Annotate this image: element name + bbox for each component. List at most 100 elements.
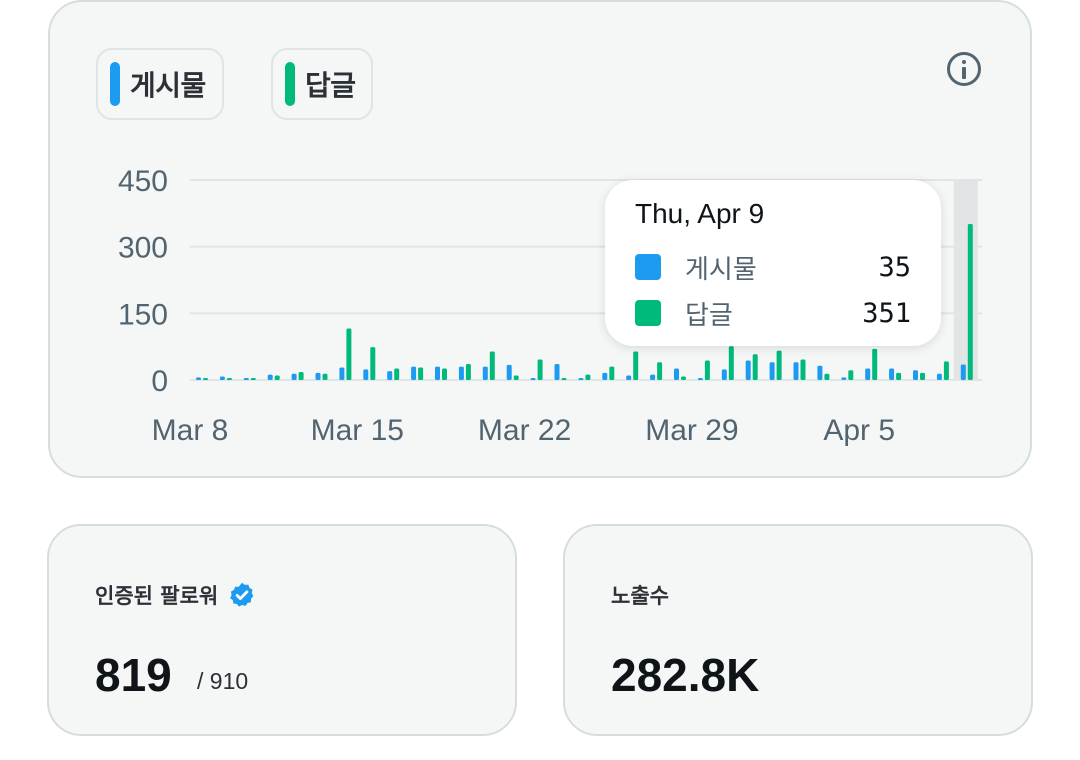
bar-replies-mar-31[interactable] bbox=[752, 354, 758, 380]
bar-replies-mar-8[interactable] bbox=[203, 378, 208, 380]
bar-replies-apr-9[interactable] bbox=[967, 224, 973, 380]
bar-replies-mar-17[interactable] bbox=[418, 367, 424, 380]
bar-replies-mar-23[interactable] bbox=[561, 378, 567, 380]
bar-posts-mar-19[interactable] bbox=[458, 366, 464, 380]
bar-posts-mar-12[interactable] bbox=[291, 373, 297, 380]
x-tick-label: Mar 8 bbox=[152, 414, 229, 447]
bar-replies-mar-21[interactable] bbox=[513, 375, 519, 380]
bar-posts-apr-4[interactable] bbox=[841, 377, 847, 380]
bar-posts-mar-31[interactable] bbox=[745, 360, 751, 380]
bar-replies-mar-25[interactable] bbox=[609, 366, 615, 380]
legend-replies-label: 답글 bbox=[305, 69, 356, 102]
bar-replies-apr-6[interactable] bbox=[896, 372, 902, 380]
bar-posts-apr-9[interactable] bbox=[960, 364, 966, 380]
bar-replies-apr-2[interactable] bbox=[800, 359, 806, 380]
bar-replies-mar-26[interactable] bbox=[633, 351, 639, 380]
bar-posts-mar-28[interactable] bbox=[674, 368, 679, 380]
bar-replies-mar-14[interactable] bbox=[346, 328, 352, 380]
bar-replies-mar-11[interactable] bbox=[274, 375, 280, 380]
bar-posts-mar-23[interactable] bbox=[554, 364, 560, 380]
bar-posts-mar-26[interactable] bbox=[626, 375, 632, 380]
bar-replies-apr-8[interactable] bbox=[943, 361, 949, 380]
tooltip-replies-value: 351 bbox=[862, 297, 911, 329]
bar-replies-mar-22[interactable] bbox=[537, 359, 543, 380]
impressions-value: 282.8K bbox=[611, 649, 760, 701]
bar-posts-mar-25[interactable] bbox=[602, 372, 608, 380]
bar-posts-mar-30[interactable] bbox=[721, 369, 727, 380]
bar-posts-mar-20[interactable] bbox=[482, 366, 488, 380]
legend-replies-toggle[interactable]: 답글 bbox=[271, 48, 373, 120]
bar-posts-mar-9[interactable] bbox=[219, 376, 225, 380]
chart-hover-highlight bbox=[953, 180, 978, 380]
bar-replies-mar-16[interactable] bbox=[394, 368, 400, 380]
legend-posts-toggle[interactable]: 게시물 bbox=[96, 48, 224, 120]
legend-replies-swatch bbox=[285, 62, 295, 106]
bar-replies-mar-29[interactable] bbox=[704, 360, 710, 380]
bar-posts-apr-5[interactable] bbox=[865, 368, 871, 380]
tooltip-posts-label: 게시물 bbox=[685, 254, 757, 285]
bar-replies-mar-9[interactable] bbox=[226, 378, 232, 380]
bar-replies-mar-28[interactable] bbox=[681, 376, 686, 380]
bar-replies-mar-30[interactable] bbox=[728, 346, 734, 380]
bar-posts-mar-22[interactable] bbox=[530, 378, 536, 380]
bar-posts-mar-10[interactable] bbox=[243, 378, 249, 380]
impressions-card[interactable]: 노출수 282.8K bbox=[563, 524, 1033, 736]
bar-posts-mar-14[interactable] bbox=[339, 367, 345, 380]
bar-posts-mar-17[interactable] bbox=[411, 366, 417, 380]
engagement-chart-card: 게시물 답글 450 300 150 0 Mar 8 Mar 15 Mar 22 Mar 2… bbox=[48, 0, 1032, 478]
chart-bars bbox=[196, 224, 973, 380]
bar-posts-apr-8[interactable] bbox=[936, 373, 942, 380]
bar-posts-mar-16[interactable] bbox=[387, 371, 393, 380]
verified-followers-value: 819 bbox=[95, 649, 172, 701]
bar-replies-mar-13[interactable] bbox=[322, 373, 328, 380]
bar-posts-mar-11[interactable] bbox=[267, 374, 273, 380]
y-tick-label: 0 bbox=[151, 365, 168, 398]
bar-replies-mar-12[interactable] bbox=[298, 372, 304, 380]
bar-replies-mar-20[interactable] bbox=[489, 351, 495, 380]
verified-followers-total: / 910 bbox=[197, 668, 249, 694]
bar-posts-apr-7[interactable] bbox=[913, 370, 918, 380]
hover-column bbox=[953, 180, 978, 380]
bar-replies-apr-1[interactable] bbox=[776, 350, 782, 380]
y-tick-label: 300 bbox=[118, 232, 168, 265]
tooltip-replies-swatch bbox=[635, 300, 661, 326]
bar-replies-mar-15[interactable] bbox=[370, 347, 376, 380]
verified-followers-label: 인증된 팔로워 bbox=[95, 584, 219, 608]
impressions-label: 노출수 bbox=[611, 584, 669, 608]
bar-posts-apr-6[interactable] bbox=[889, 368, 895, 380]
tooltip-replies-label: 답글 bbox=[685, 300, 733, 331]
bar-posts-mar-15[interactable] bbox=[363, 369, 369, 380]
x-tick-label: Mar 15 bbox=[311, 414, 404, 447]
impressions-heading: 노출수 bbox=[611, 580, 669, 610]
bar-replies-mar-24[interactable] bbox=[585, 374, 591, 380]
bar-posts-mar-21[interactable] bbox=[506, 364, 512, 380]
y-tick-label: 150 bbox=[118, 298, 168, 331]
bar-posts-apr-2[interactable] bbox=[793, 362, 799, 380]
bar-posts-mar-27[interactable] bbox=[650, 374, 656, 380]
bar-posts-apr-1[interactable] bbox=[769, 362, 775, 380]
tooltip-row-replies: 답글 351 bbox=[635, 290, 911, 336]
bar-replies-mar-10[interactable] bbox=[250, 378, 256, 380]
bar-replies-mar-18[interactable] bbox=[442, 368, 447, 380]
bar-posts-mar-24[interactable] bbox=[578, 378, 584, 380]
verified-followers-heading: 인증된 팔로워 bbox=[95, 580, 256, 610]
bar-replies-apr-3[interactable] bbox=[824, 373, 830, 380]
x-tick-label: Apr 5 bbox=[823, 414, 895, 447]
bar-posts-apr-3[interactable] bbox=[817, 365, 823, 380]
bar-replies-apr-4[interactable] bbox=[848, 370, 854, 380]
x-axis-labels: Mar 8 Mar 15 Mar 22 Mar 29 Apr 5 bbox=[152, 414, 895, 447]
bar-replies-apr-7[interactable] bbox=[920, 372, 925, 380]
verified-badge-icon bbox=[230, 582, 254, 607]
bar-posts-mar-18[interactable] bbox=[435, 366, 440, 380]
bar-replies-mar-27[interactable] bbox=[657, 362, 663, 380]
x-tick-label: Mar 22 bbox=[478, 414, 571, 447]
verified-followers-card[interactable]: 인증된 팔로워 819 / 910 bbox=[47, 524, 517, 736]
bar-posts-mar-29[interactable] bbox=[697, 378, 703, 380]
bar-replies-apr-5[interactable] bbox=[872, 348, 878, 380]
bar-replies-mar-19[interactable] bbox=[465, 364, 471, 380]
bar-posts-mar-13[interactable] bbox=[315, 372, 321, 380]
tooltip-row-posts: 게시물 35 bbox=[635, 244, 911, 290]
info-icon[interactable] bbox=[947, 52, 981, 86]
bar-posts-mar-8[interactable] bbox=[196, 377, 201, 380]
bar-chart[interactable]: 450 300 150 0 Mar 8 Mar 15 Mar 22 Mar 29 Apr 5 bbox=[50, 2, 1030, 476]
